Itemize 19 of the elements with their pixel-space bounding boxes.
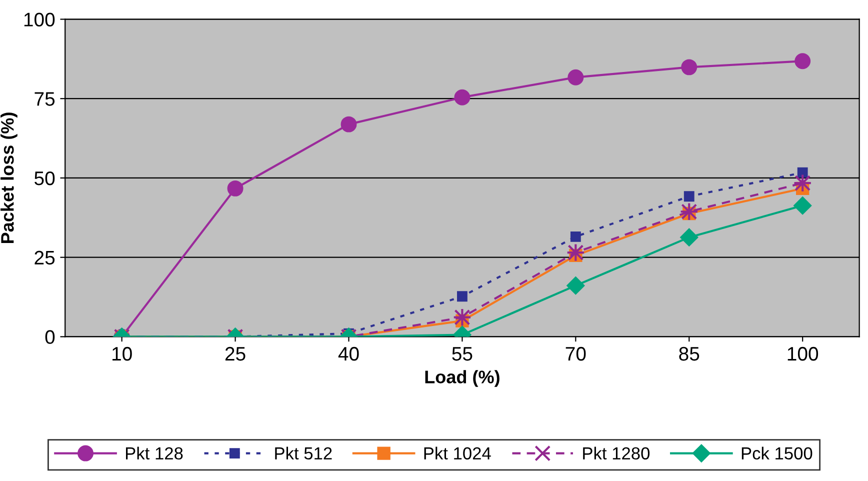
x-tick-label: 40 [338, 346, 359, 361]
legend-label: Pkt 128 [126, 446, 183, 460]
x-axis-title: Load (%) [425, 370, 500, 387]
legend-label: Pkt 1024 [424, 446, 491, 460]
legend-label: Pck 1500 [742, 446, 812, 460]
y-tick-label: 75 [34, 92, 55, 106]
x-tick-label: 25 [225, 346, 246, 361]
legend-label: Pkt 1280 [583, 446, 650, 460]
y-axis-title: Packet loss (%) [0, 112, 18, 243]
legend-label: Pkt 512 [275, 446, 332, 460]
x-tick-label: 10 [112, 346, 132, 361]
y-tick-label: 100 [24, 12, 55, 26]
x-tick-label: 55 [452, 347, 472, 361]
x-tick-label: 85 [679, 346, 700, 361]
x-tick-label: 100 [788, 346, 818, 361]
y-tick-label: 50 [34, 171, 55, 186]
y-tick-label: 0 [45, 330, 55, 344]
y-tick-label: 25 [34, 250, 55, 265]
x-tick-label: 70 [566, 346, 586, 361]
